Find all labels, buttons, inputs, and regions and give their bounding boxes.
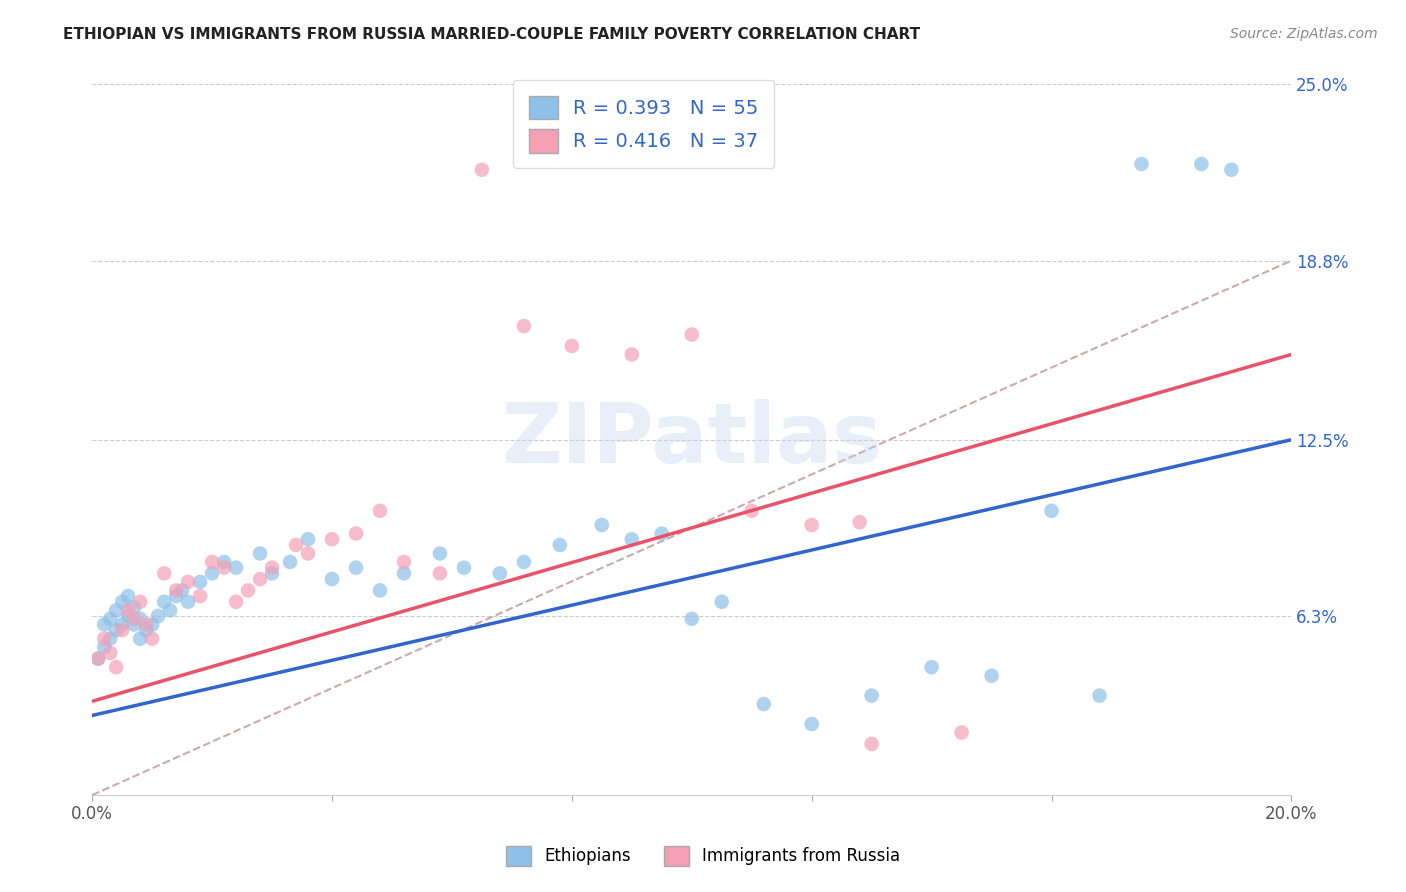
Point bbox=[159, 603, 181, 617]
Point bbox=[177, 574, 200, 589]
Point bbox=[1040, 504, 1063, 518]
Point bbox=[1088, 689, 1111, 703]
Point bbox=[368, 504, 391, 518]
Point bbox=[321, 572, 343, 586]
Point bbox=[98, 612, 121, 626]
Point bbox=[129, 595, 152, 609]
Point bbox=[117, 589, 139, 603]
Point bbox=[1130, 157, 1153, 171]
Point bbox=[392, 566, 415, 581]
Point bbox=[368, 583, 391, 598]
Point bbox=[321, 533, 343, 547]
Point bbox=[93, 632, 115, 646]
Point bbox=[188, 574, 211, 589]
Point bbox=[153, 566, 176, 581]
Point bbox=[249, 546, 271, 560]
Point bbox=[122, 600, 145, 615]
Point bbox=[98, 646, 121, 660]
Point bbox=[513, 319, 536, 334]
Point bbox=[141, 632, 163, 646]
Point bbox=[201, 555, 224, 569]
Point bbox=[236, 583, 259, 598]
Point bbox=[980, 668, 1002, 682]
Point bbox=[146, 609, 169, 624]
Point bbox=[188, 589, 211, 603]
Point bbox=[212, 560, 235, 574]
Point bbox=[172, 583, 194, 598]
Point bbox=[741, 504, 763, 518]
Point bbox=[111, 617, 134, 632]
Point bbox=[710, 595, 733, 609]
Point bbox=[620, 347, 643, 361]
Point bbox=[800, 518, 823, 533]
Point bbox=[860, 737, 883, 751]
Point bbox=[489, 566, 512, 581]
Point bbox=[93, 640, 115, 655]
Point bbox=[87, 651, 110, 665]
Point bbox=[800, 717, 823, 731]
Point bbox=[513, 555, 536, 569]
Point bbox=[392, 555, 415, 569]
Point bbox=[87, 651, 110, 665]
Point bbox=[225, 560, 247, 574]
Point bbox=[201, 566, 224, 581]
Point bbox=[651, 526, 673, 541]
Point bbox=[950, 725, 973, 739]
Point bbox=[548, 538, 571, 552]
Point bbox=[98, 632, 121, 646]
Point bbox=[285, 538, 308, 552]
Point bbox=[129, 612, 152, 626]
Point bbox=[117, 609, 139, 624]
Point bbox=[93, 617, 115, 632]
Text: ETHIOPIAN VS IMMIGRANTS FROM RUSSIA MARRIED-COUPLE FAMILY POVERTY CORRELATION CH: ETHIOPIAN VS IMMIGRANTS FROM RUSSIA MARR… bbox=[63, 27, 921, 42]
Point bbox=[122, 617, 145, 632]
Point bbox=[260, 560, 283, 574]
Point bbox=[141, 617, 163, 632]
Point bbox=[344, 560, 367, 574]
Point bbox=[591, 518, 613, 533]
Text: ZIPatlas: ZIPatlas bbox=[502, 400, 882, 480]
Legend: R = 0.393   N = 55, R = 0.416   N = 37: R = 0.393 N = 55, R = 0.416 N = 37 bbox=[513, 80, 775, 169]
Point bbox=[1220, 162, 1243, 177]
Point bbox=[681, 612, 703, 626]
Point bbox=[225, 595, 247, 609]
Point bbox=[135, 624, 157, 638]
Point bbox=[153, 595, 176, 609]
Point bbox=[620, 533, 643, 547]
Point bbox=[135, 617, 157, 632]
Point bbox=[260, 566, 283, 581]
Point bbox=[129, 632, 152, 646]
Point bbox=[860, 689, 883, 703]
Point bbox=[848, 515, 870, 529]
Point bbox=[105, 660, 128, 674]
Point bbox=[921, 660, 943, 674]
Point bbox=[429, 546, 451, 560]
Point bbox=[471, 162, 494, 177]
Point bbox=[165, 583, 187, 598]
Point bbox=[278, 555, 301, 569]
Point bbox=[344, 526, 367, 541]
Point bbox=[105, 603, 128, 617]
Text: Source: ZipAtlas.com: Source: ZipAtlas.com bbox=[1230, 27, 1378, 41]
Point bbox=[297, 546, 319, 560]
Point bbox=[429, 566, 451, 581]
Point bbox=[111, 595, 134, 609]
Legend: Ethiopians, Immigrants from Russia: Ethiopians, Immigrants from Russia bbox=[492, 832, 914, 880]
Point bbox=[453, 560, 475, 574]
Point bbox=[212, 555, 235, 569]
Point bbox=[165, 589, 187, 603]
Point bbox=[117, 603, 139, 617]
Point bbox=[297, 533, 319, 547]
Point bbox=[122, 612, 145, 626]
Point bbox=[681, 327, 703, 342]
Point bbox=[1189, 157, 1212, 171]
Point bbox=[752, 697, 775, 711]
Point bbox=[105, 624, 128, 638]
Point bbox=[177, 595, 200, 609]
Point bbox=[111, 624, 134, 638]
Point bbox=[561, 339, 583, 353]
Point bbox=[249, 572, 271, 586]
